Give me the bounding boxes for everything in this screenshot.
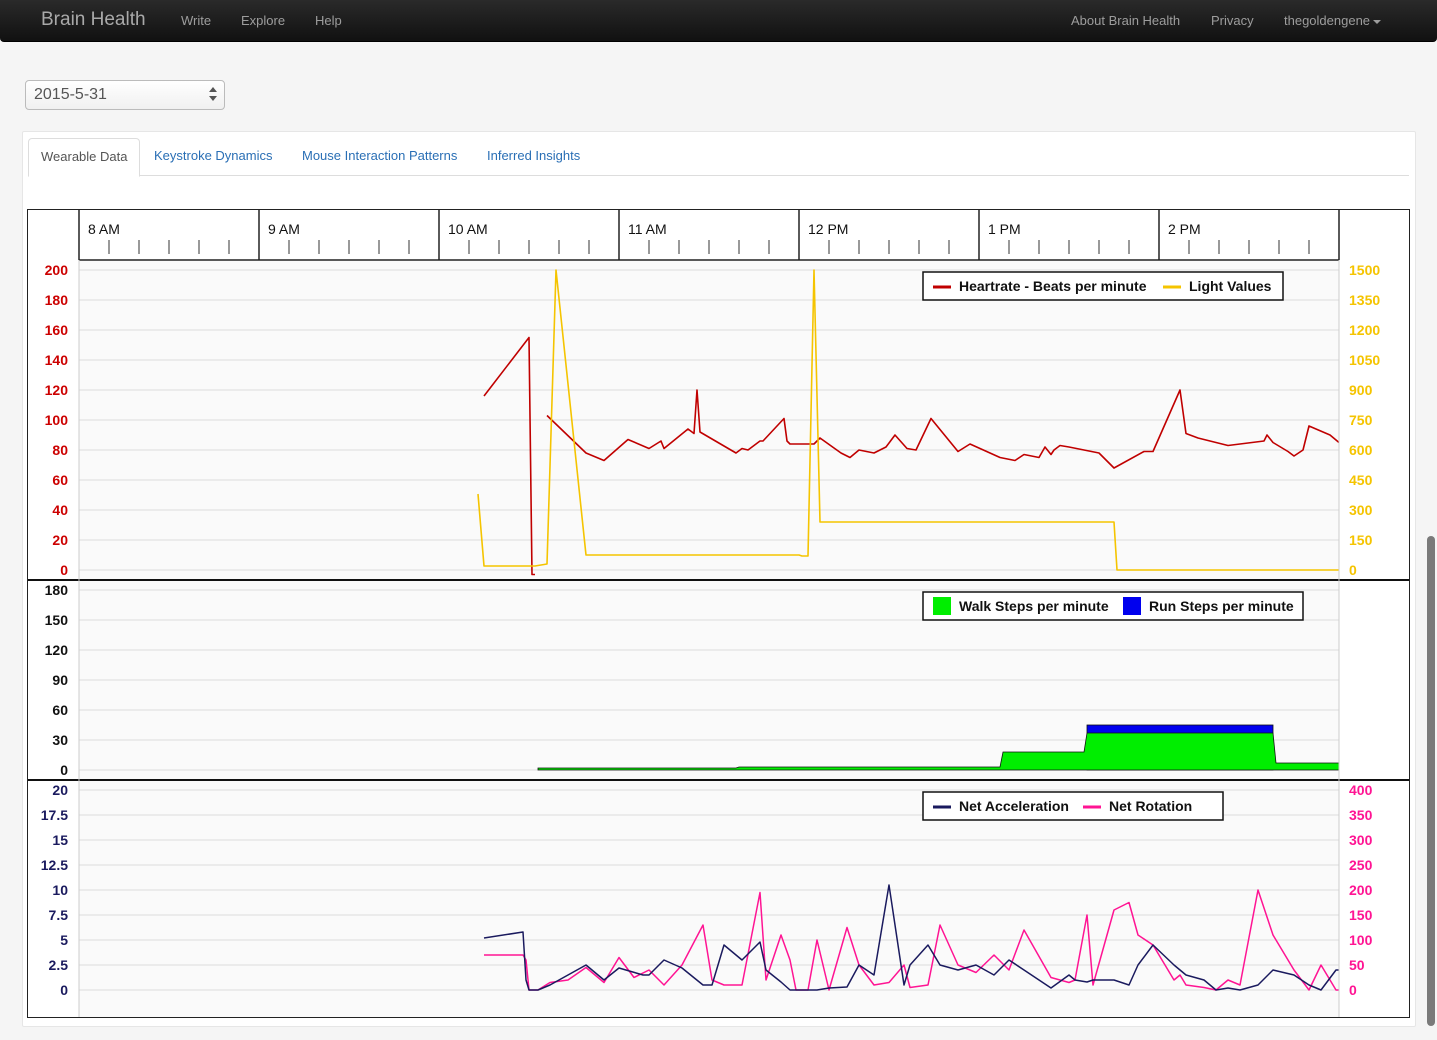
y-right-tick-label: 200 [1349,882,1373,898]
tab-bar: Wearable Data Keystroke Dynamics Mouse I… [28,138,1409,177]
panel-2-axes: 0 30 60 90 120 150 180 [45,582,1339,778]
hour-label: 10 AM [448,221,488,237]
time-axis: 8 AM 9 AM 10 AM 11 AM 12 PM 1 PM 2 PM [78,210,1340,261]
y-right-tick-label: 1050 [1349,352,1380,368]
user-name: thegoldengene [1284,13,1371,28]
y-left-tick-label: 2.5 [49,957,69,973]
hour-label: 9 AM [268,221,300,237]
y-right-tick-label: 400 [1349,782,1373,798]
y-right-tick-label: 450 [1349,472,1373,488]
tab-mouse-interaction-patterns[interactable]: Mouse Interaction Patterns [302,148,458,163]
hour-label: 1 PM [988,221,1021,237]
panel-1-legend: Heartrate - Beats per minute Light Values [922,271,1284,301]
y-right-tick-label: 1200 [1349,322,1380,338]
user-menu[interactable]: thegoldengene [1284,13,1382,28]
y-left-tick-label: 180 [45,292,69,308]
net-rotation-line [484,889,1339,991]
hour-label: 11 AM [628,221,667,237]
plot-background [79,260,1339,1017]
y-right-tick-label: 1500 [1349,262,1380,278]
y-left-tick-label: 20 [52,532,68,548]
y-left-tick-label: 12.5 [41,857,68,873]
y-right-tick-label: 0 [1349,982,1357,998]
caret-down-icon [1373,19,1382,24]
y-left-tick-label: 90 [52,672,68,688]
y-left-tick-label: 180 [45,582,69,598]
y-right-tick-label: 600 [1349,442,1373,458]
y-left-tick-label: 160 [45,322,69,338]
nav-privacy[interactable]: Privacy [1211,13,1254,28]
y-left-tick-label: 0 [60,562,68,578]
panel-2-legend: Walk Steps per minute Run Steps per minut… [922,591,1304,621]
y-left-tick-label: 10 [52,882,68,898]
y-right-tick-label: 250 [1349,857,1373,873]
y-left-tick-label: 5 [60,932,68,948]
y-left-tick-label: 80 [52,442,68,458]
nav-write[interactable]: Write [181,13,212,28]
legend-label: Run Steps per minute [1149,598,1294,614]
nav-explore[interactable]: Explore [241,13,286,28]
y-right-tick-label: 350 [1349,807,1373,823]
y-right-tick-label: 100 [1349,932,1373,948]
y-left-tick-label: 120 [45,382,69,398]
y-left-tick-label: 60 [52,472,68,488]
panel-3-axes: 02.557.51012.51517.520050100150200250300… [41,782,1373,998]
brand-logo[interactable]: Brain Health [41,9,146,30]
y-right-tick-label: 150 [1349,907,1373,923]
light-line [477,269,1339,571]
date-select-value: 2015-5-31 [34,86,107,103]
y-right-tick-label: 300 [1349,832,1373,848]
legend-box [922,271,1284,301]
y-left-tick-label: 140 [45,352,69,368]
legend-label: Walk Steps per minute [959,598,1109,614]
date-select[interactable]: 2015-5-31 [25,80,225,110]
wearable-chart: 8 AM 9 AM 10 AM 11 AM 12 PM 1 PM 2 PM 0 20 40 60 80… [27,209,1410,1018]
heartrate-line-b [546,389,1340,469]
y-right-tick-label: 50 [1349,957,1365,973]
legend-label: Light Values [1189,278,1272,294]
y-right-tick-label: 900 [1349,382,1373,398]
y-left-tick-label: 30 [52,732,68,748]
tab-inferred-insights[interactable]: Inferred Insights [487,148,581,163]
tab-keystroke-dynamics[interactable]: Keystroke Dynamics [154,148,273,163]
legend-box [922,791,1224,821]
y-left-tick-label: 200 [45,262,69,278]
y-right-tick-label: 300 [1349,502,1373,518]
select-arrows-icon [209,87,217,103]
legend-swatch [933,597,951,615]
y-right-tick-label: 750 [1349,412,1373,428]
panel-1-axes: 0 20 40 60 80 100 120 140 160 180 200 0 150 300 450 600… [45,262,1381,578]
y-left-tick-label: 0 [60,982,68,998]
y-left-tick-label: 120 [45,642,69,658]
y-left-tick-label: 7.5 [49,907,69,923]
legend-box [922,591,1304,621]
y-right-tick-label: 0 [1349,562,1357,578]
hour-label: 2 PM [1168,221,1201,237]
chart-svg: 8 AM 9 AM 10 AM 11 AM 12 PM 1 PM 2 PM 0 20 40 60 80… [28,210,1409,1017]
y-left-tick-label: 17.5 [41,807,68,823]
nav-help[interactable]: Help [315,13,342,28]
page-scrollbar[interactable] [1427,536,1435,1026]
net-acceleration-line [483,884,1339,991]
panel-3-legend: Net Acceleration Net Rotation [922,791,1224,821]
y-left-tick-label: 20 [52,782,68,798]
heartrate-line-a [483,336,535,576]
nav-about[interactable]: About Brain Health [1071,13,1181,28]
hour-label: 8 AM [88,221,120,237]
y-right-tick-label: 150 [1349,532,1373,548]
hour-label: 12 PM [808,221,848,237]
legend-label: Net Rotation [1109,798,1192,814]
y-right-tick-label: 1350 [1349,292,1380,308]
tab-wearable-data[interactable]: Wearable Data [28,138,141,177]
legend-label: Heartrate - Beats per minute [959,278,1147,294]
y-left-tick-label: 150 [45,612,69,628]
legend-label: Net Acceleration [959,798,1069,814]
y-left-tick-label: 60 [52,702,68,718]
y-left-tick-label: 15 [52,832,68,848]
legend-swatch [1123,597,1141,615]
navbar: Brain Health Write Explore Help About Br… [0,0,1437,42]
y-left-tick-label: 40 [52,502,68,518]
y-left-tick-label: 100 [45,412,69,428]
y-left-tick-label: 0 [60,762,68,778]
